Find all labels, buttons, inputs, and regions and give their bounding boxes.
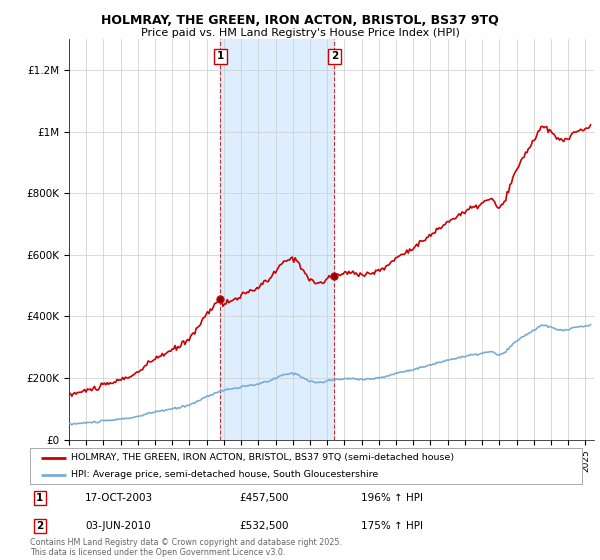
Text: Price paid vs. HM Land Registry's House Price Index (HPI): Price paid vs. HM Land Registry's House … [140, 28, 460, 38]
Text: 175% ↑ HPI: 175% ↑ HPI [361, 521, 423, 531]
Text: 1: 1 [217, 51, 224, 61]
Text: 2: 2 [37, 521, 44, 531]
Text: Contains HM Land Registry data © Crown copyright and database right 2025.
This d: Contains HM Land Registry data © Crown c… [30, 538, 342, 557]
Text: 03-JUN-2010: 03-JUN-2010 [85, 521, 151, 531]
Text: HOLMRAY, THE GREEN, IRON ACTON, BRISTOL, BS37 9TQ: HOLMRAY, THE GREEN, IRON ACTON, BRISTOL,… [101, 14, 499, 27]
Text: 196% ↑ HPI: 196% ↑ HPI [361, 493, 423, 503]
Text: 1: 1 [37, 493, 44, 503]
Text: 17-OCT-2003: 17-OCT-2003 [85, 493, 154, 503]
Text: HPI: Average price, semi-detached house, South Gloucestershire: HPI: Average price, semi-detached house,… [71, 470, 379, 479]
Text: £532,500: £532,500 [240, 521, 289, 531]
Text: HOLMRAY, THE GREEN, IRON ACTON, BRISTOL, BS37 9TQ (semi-detached house): HOLMRAY, THE GREEN, IRON ACTON, BRISTOL,… [71, 454, 455, 463]
Bar [220, 39, 334, 440]
Text: £457,500: £457,500 [240, 493, 289, 503]
Text: 2: 2 [331, 51, 338, 61]
